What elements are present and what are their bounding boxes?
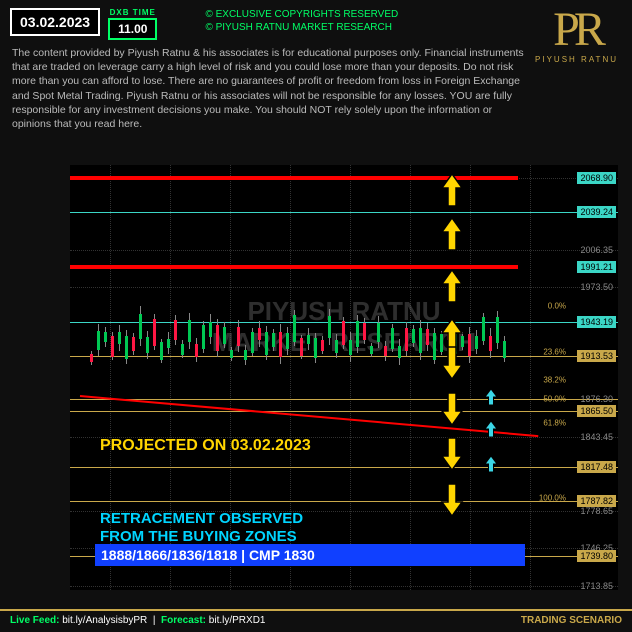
fib-label: 23.6%: [543, 348, 566, 357]
copyright-line-2: © PIYUSH RATNU MARKET RESEARCH: [205, 21, 398, 34]
projected-text: PROJECTED ON 03.02.2023: [100, 437, 311, 455]
price-tag: 2039.24: [577, 206, 616, 218]
down-arrow-icon: [440, 391, 464, 427]
logo-pr-text: PR: [535, 10, 618, 51]
copyright-block: © EXCLUSIVE COPYRIGHTS RESERVED © PIYUSH…: [205, 8, 398, 34]
down-arrow-icon: [440, 482, 464, 518]
cmp-bar: 1888/1866/1836/1818 | CMP 1830: [95, 544, 525, 566]
grid-line-vertical: [530, 165, 531, 590]
price-tag: 1865.50: [577, 405, 616, 417]
grid-line-vertical: [410, 165, 411, 590]
small-up-arrow-icon: [484, 455, 498, 473]
grid-line-horizontal: [70, 250, 618, 251]
date-box: 03.02.2023: [10, 8, 100, 36]
price-tag: 1991.21: [577, 261, 616, 273]
small-up-arrow-icon: [484, 420, 498, 438]
level-line: [70, 501, 618, 502]
logo-name-text: PIYUSH RATNU: [535, 55, 618, 64]
dxb-label: DXB TIME: [110, 8, 156, 17]
price-tag: 1913.53: [577, 350, 616, 362]
fib-label: 0.0%: [548, 302, 566, 311]
live-feed-label: Live Feed:: [10, 615, 59, 626]
grid-line-horizontal: [70, 287, 618, 288]
forecast-url: bit.ly/PRXD1: [209, 615, 266, 626]
level-line: [70, 399, 618, 400]
fib-label: 61.8%: [543, 419, 566, 428]
price-tag: 1713.85: [577, 580, 616, 592]
level-line: [70, 411, 618, 412]
time-value: 11.00: [108, 18, 157, 40]
fib-label: 100.0%: [539, 494, 566, 503]
grid-line-horizontal: [70, 586, 618, 587]
brand-logo: PR PIYUSH RATNU: [535, 10, 618, 64]
level-line: [70, 467, 618, 468]
dxb-time-box: DXB TIME 11.00: [108, 8, 157, 40]
down-arrow-icon: [440, 436, 464, 472]
grid-line-vertical: [350, 165, 351, 590]
price-tag: 1943.19: [577, 316, 616, 328]
chart-area: PIYUSH RATNUMARKET RESEARCH2068.902039.2…: [70, 165, 618, 590]
footer-links: Live Feed: bit.ly/AnalysisbyPR | Forecas…: [10, 615, 265, 626]
up-arrow-icon: [440, 172, 464, 208]
price-tag: 1973.50: [577, 281, 616, 293]
retracement-text: RETRACEMENT OBSERVEDFROM THE BUYING ZONE…: [100, 510, 303, 546]
price-tag: 1843.45: [577, 431, 616, 443]
trading-scenario-label: TRADING SCENARIO: [521, 615, 622, 626]
copyright-line-1: © EXCLUSIVE COPYRIGHTS RESERVED: [205, 8, 398, 21]
fib-label: 38.2%: [543, 375, 566, 384]
forecast-label: Forecast:: [161, 615, 206, 626]
grid-line-vertical: [470, 165, 471, 590]
live-feed-url: bit.ly/AnalysisbyPR: [62, 615, 147, 626]
up-arrow-icon: [440, 216, 464, 252]
price-tag: 2006.35: [577, 244, 616, 256]
down-arrow-icon: [440, 345, 464, 381]
price-tag: 1778.65: [577, 505, 616, 517]
small-up-arrow-icon: [484, 388, 498, 406]
price-tag: 1817.48: [577, 461, 616, 473]
level-line: [70, 212, 618, 213]
price-tag: 1876.30: [577, 393, 616, 405]
price-tag: 1739.80: [577, 550, 616, 562]
fib-label: 50.0%: [543, 395, 566, 404]
up-arrow-icon: [440, 268, 464, 304]
footer-bar: Live Feed: bit.ly/AnalysisbyPR | Forecas…: [0, 609, 632, 626]
price-tag: 2068.90: [577, 172, 616, 184]
